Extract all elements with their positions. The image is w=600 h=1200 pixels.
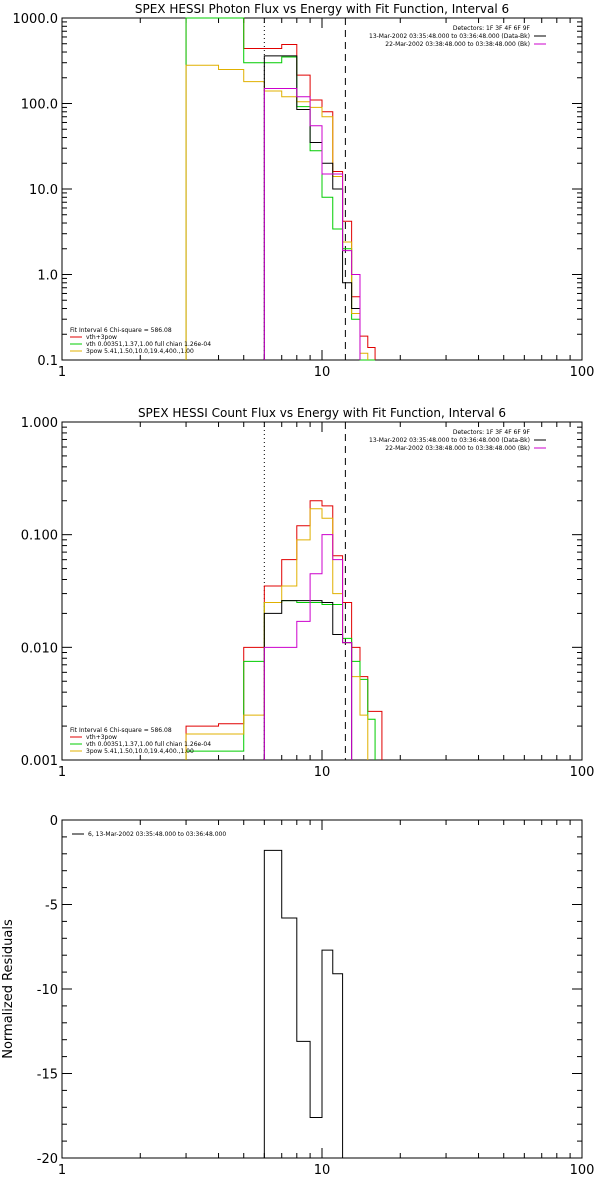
legend-text: 13-Mar-2002 03:35:48.000 to 03:36:48.000… bbox=[369, 437, 530, 444]
y-tick-label: -20 bbox=[37, 1152, 58, 1167]
y-tick-label: 0.100 bbox=[21, 529, 58, 544]
series-line-5 bbox=[263, 87, 361, 360]
legend-header: Fit Interval 6 Chi-square = 586.08 bbox=[70, 727, 172, 734]
y-tick-label: 0.010 bbox=[21, 641, 58, 656]
series-line-1 bbox=[263, 849, 344, 1158]
legend-text: 22-Mar-2002 03:38:48.000 to 03:38:48.000… bbox=[385, 41, 530, 48]
chart-title: SPEX HESSI Count Flux vs Energy with Fit… bbox=[138, 406, 506, 420]
x-tick-label: 100 bbox=[570, 1163, 595, 1178]
legend-text: Detectors: 1F 3F 4F 6F 9F bbox=[453, 429, 531, 436]
y-axis-label: Normalized Residuals bbox=[1, 919, 16, 1059]
y-tick-label: 100.0 bbox=[21, 98, 58, 113]
series-line-5 bbox=[263, 534, 353, 760]
series-line-2 bbox=[185, 600, 376, 760]
y-tick-label: 10.0 bbox=[29, 183, 58, 198]
chart-panel-1 bbox=[61, 17, 583, 361]
x-tick-label: 10 bbox=[314, 365, 331, 380]
x-tick-label: 100 bbox=[570, 765, 595, 780]
y-tick-label: 0 bbox=[50, 814, 58, 829]
plot-frame bbox=[61, 421, 583, 761]
y-tick-label: -15 bbox=[37, 1068, 58, 1083]
chart-panel-2 bbox=[61, 421, 583, 761]
y-tick-label: -10 bbox=[37, 983, 58, 998]
series-line-2 bbox=[185, 17, 376, 361]
x-tick-label: 10 bbox=[314, 1163, 331, 1178]
legend-text: Detectors: 1F 3F 4F 6F 9F bbox=[453, 25, 531, 32]
legend-header: Fit Interval 6 Chi-square = 586.08 bbox=[70, 327, 172, 334]
series-line-3 bbox=[185, 64, 369, 360]
series-line-1 bbox=[185, 500, 383, 760]
legend-text: vth 0.00351,1.37,1.00 full chian 1.26e-0… bbox=[86, 741, 211, 748]
legend-text: 13-Mar-2002 03:35:48.000 to 03:36:48.000… bbox=[369, 33, 530, 40]
y-tick-label: 0.1 bbox=[37, 354, 58, 369]
x-tick-label: 10 bbox=[314, 765, 331, 780]
x-tick-label: 1 bbox=[58, 365, 66, 380]
y-tick-label: 0.001 bbox=[21, 754, 58, 769]
series-line-4 bbox=[263, 600, 353, 760]
y-tick-label: -5 bbox=[45, 899, 58, 914]
legend-text: vth 0.00351,1.37,1.00 full chian 1.26e-0… bbox=[86, 341, 211, 348]
legend-text: 3pow 5.41,1.50,10.0,19.4,400.,1.00 bbox=[86, 348, 194, 355]
x-tick-label: 1 bbox=[58, 765, 66, 780]
x-tick-label: 1 bbox=[58, 1163, 66, 1178]
chart-panel-3 bbox=[61, 819, 583, 1159]
legend-text: vth+3pow bbox=[86, 734, 117, 741]
y-tick-label: 1.0 bbox=[37, 269, 58, 284]
x-tick-label: 100 bbox=[570, 365, 595, 380]
y-tick-label: 1.000 bbox=[21, 416, 58, 431]
legend-text: 3pow 5.41,1.50,10.0,19.4,400.,1.00 bbox=[86, 748, 194, 755]
series-line-1 bbox=[185, 17, 376, 360]
legend-text: 6, 13-Mar-2002 03:35:48.000 to 03:36:48.… bbox=[88, 831, 226, 838]
chart-title: SPEX HESSI Photon Flux vs Energy with Fi… bbox=[135, 2, 509, 16]
legend-text: vth+3pow bbox=[86, 334, 117, 341]
y-tick-label: 1000.0 bbox=[13, 12, 59, 27]
legend-text: 22-Mar-2002 03:38:48.000 to 03:38:48.000… bbox=[385, 445, 530, 452]
series-line-4 bbox=[263, 55, 361, 360]
